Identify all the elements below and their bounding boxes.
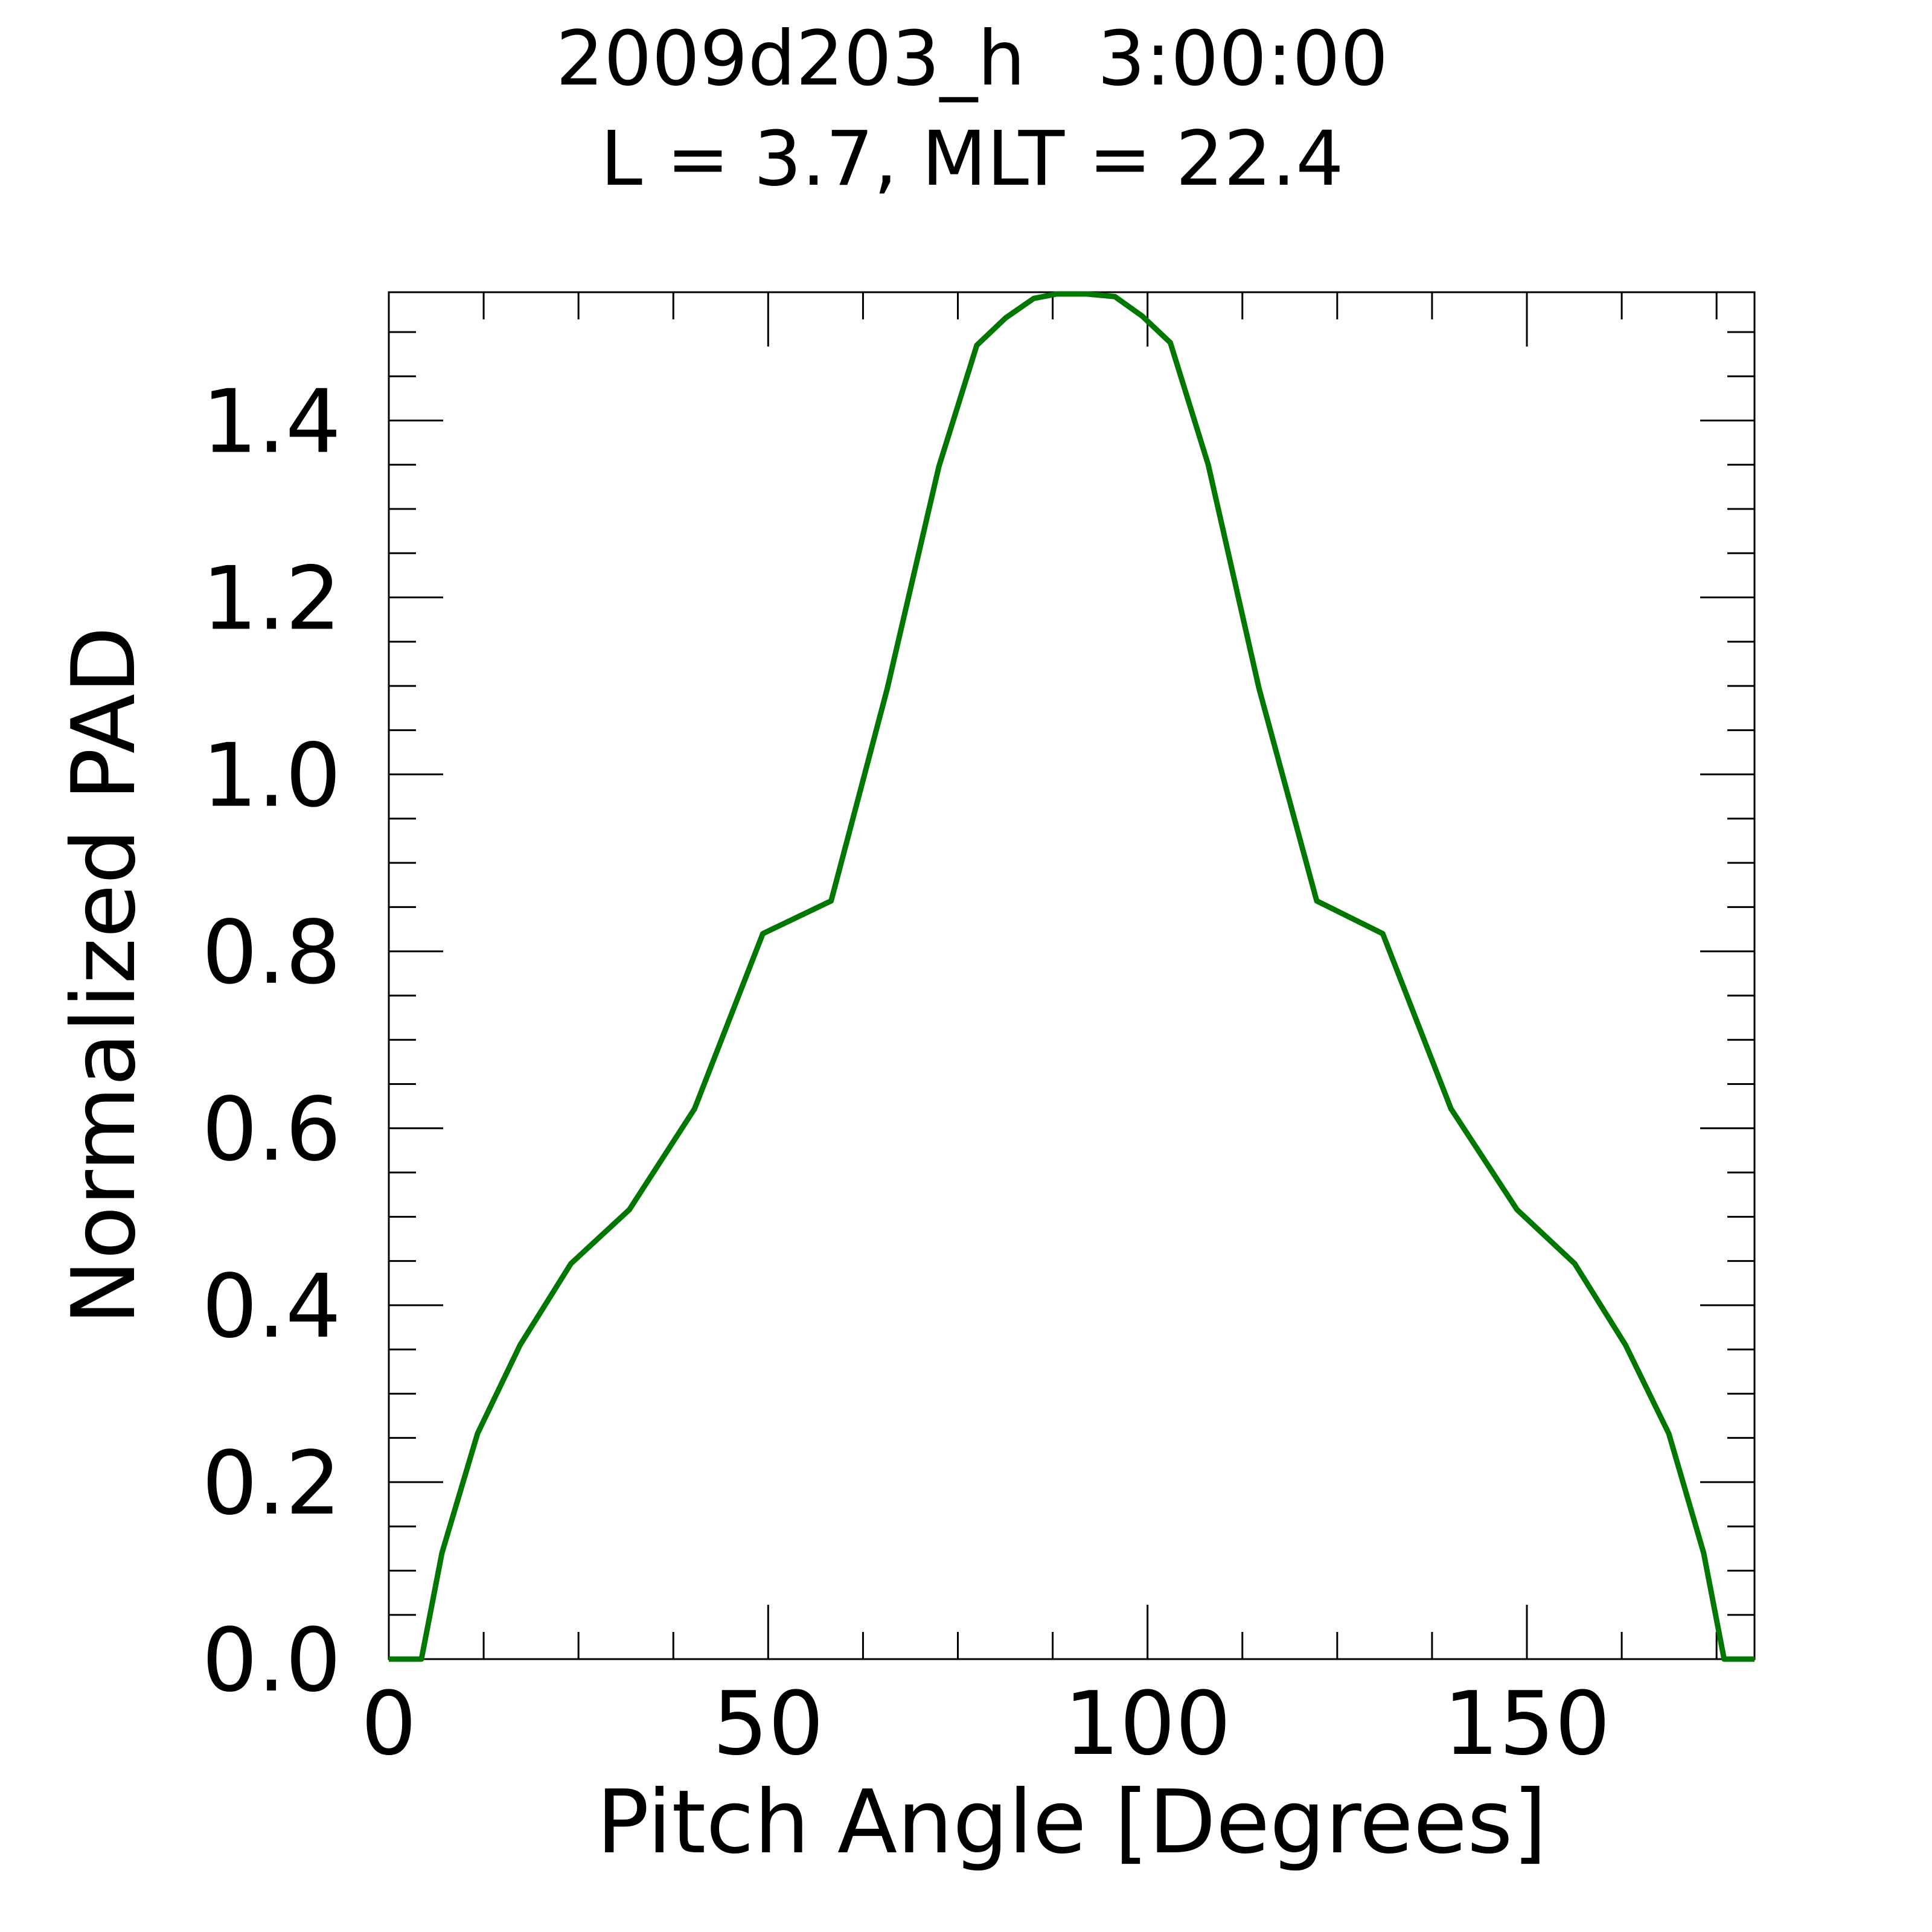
y-tick-label: 0.4 (202, 1256, 341, 1358)
chart-title-line2: L = 3.7, MLT = 22.4 (600, 115, 1343, 203)
tick-labels: 0 50 100 150 0.0 0.2 0.4 0.6 0.8 1.0 1.2 1.4 (202, 371, 1610, 1775)
x-tick-label: 150 (1444, 1673, 1611, 1775)
y-tick-label: 0.6 (202, 1079, 341, 1181)
x-axis-label: Pitch Angle [Degrees] (597, 1771, 1547, 1873)
pad-series-line (389, 291, 1754, 1662)
y-tick-label: 1.0 (202, 725, 341, 827)
y-tick-label: 1.4 (202, 371, 341, 473)
y-tick-label: 0.0 (202, 1610, 341, 1712)
y-tick-label: 1.2 (202, 548, 341, 650)
x-tick-label: 50 (712, 1673, 824, 1775)
chart-title-line1: 2009d203_h 3:00:00 (556, 15, 1389, 103)
plot-frame (388, 291, 1756, 1660)
x-tick-label: 0 (361, 1673, 417, 1775)
axis-ticks (388, 292, 1754, 1660)
y-tick-label: 0.2 (202, 1433, 341, 1535)
x-tick-label: 100 (1064, 1673, 1231, 1775)
y-axis-label: Normalized PAD (53, 626, 155, 1325)
y-tick-label: 0.8 (202, 902, 341, 1004)
